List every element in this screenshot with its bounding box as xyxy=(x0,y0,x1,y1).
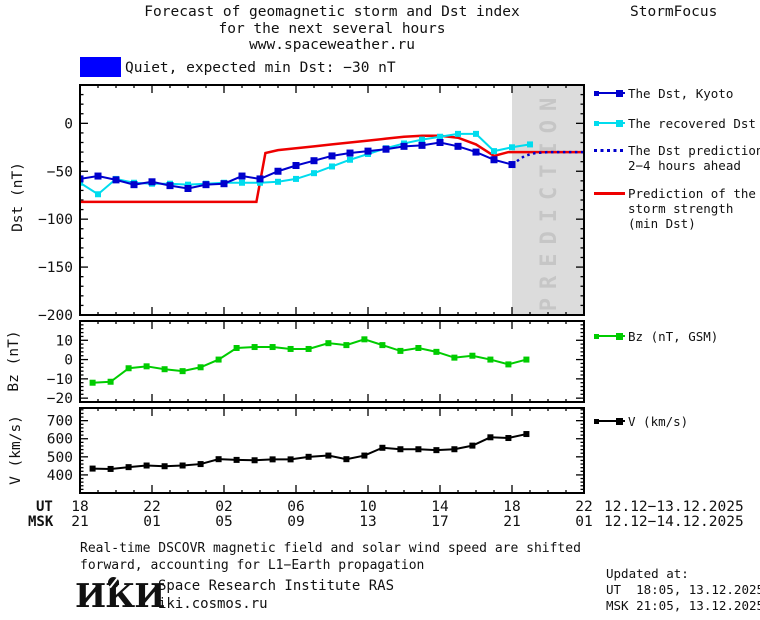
title-line-2: for the next several hours xyxy=(218,20,446,37)
shift-note: Real-time DSCOVR magnetic field and sola… xyxy=(80,541,581,573)
updated-at-label: Updated at: xyxy=(606,566,689,581)
ut-tick-label: 22 xyxy=(575,499,592,515)
institute-site: iki.cosmos.ru xyxy=(158,596,268,612)
updated-msk: MSK 21:05, 13.12.2025 xyxy=(606,598,760,613)
msk-axis-label: MSK xyxy=(28,514,54,530)
ut-tick-label: 02 xyxy=(215,499,232,515)
updated-at-block: Updated at: UT 18:05, 13.12.2025 MSK 21:05… xyxy=(606,566,760,614)
legend-label-bz: Bz (nT, GSM) xyxy=(628,329,719,344)
prediction-zone-band xyxy=(512,86,583,314)
bz_gsm-line xyxy=(92,338,527,384)
ut-tick-label: 06 xyxy=(287,499,304,515)
bz-panel-border xyxy=(79,320,585,403)
title-line-3-url: www.spaceweather.ru xyxy=(249,37,415,53)
iki-logo-dot-icon xyxy=(108,577,119,588)
legend-label-v: V (km/s) xyxy=(628,414,689,429)
dst-panel-border xyxy=(79,84,585,316)
dst-y-tick-label: −150 xyxy=(38,260,73,276)
ut-tick-label: 18 xyxy=(71,499,88,515)
msk-tick-label: 01 xyxy=(143,514,160,530)
storm-level-color-box xyxy=(80,57,121,77)
legend-item-bz: Bz (nT, GSM) xyxy=(594,329,718,344)
bz-line-sample-icon xyxy=(594,331,625,342)
bz-y-tick-label: 10 xyxy=(56,333,73,349)
dst_kyoto-markers xyxy=(81,139,516,192)
legend-label-recovered-dst: The recovered Dst xyxy=(628,116,756,131)
v-panel-border xyxy=(79,407,585,494)
institute-name: Space Research Institute RAS xyxy=(158,578,395,594)
dst-y-tick-label: −50 xyxy=(47,164,73,180)
v-y-tick-label: 400 xyxy=(47,468,73,484)
msk-tick-label: 21 xyxy=(503,514,520,530)
dst-y-tick-label: 0 xyxy=(64,116,73,132)
ut-tick-label: 14 xyxy=(431,499,449,515)
dst-prediction-line-sample-icon xyxy=(594,145,625,156)
recovered-dst-line-sample-icon xyxy=(594,118,625,129)
v-y-axis-label: V (km/s) xyxy=(8,415,24,485)
prediction-zone-label: PREDICTION xyxy=(537,89,562,311)
bz-y-tick-label: 0 xyxy=(64,353,73,369)
ut-tick-label: 22 xyxy=(143,499,160,515)
legend-item-v: V (km/s) xyxy=(594,414,688,429)
storm-strength-line-sample-icon xyxy=(594,188,625,199)
v-y-tick-label: 700 xyxy=(47,414,73,430)
v-panel: 700 600 500 400 xyxy=(47,407,585,494)
msk-date-range: 12.12−14.12.2025 xyxy=(604,514,744,530)
msk-tick-label: 13 xyxy=(359,514,376,530)
v-line-sample-icon xyxy=(594,416,625,427)
storm_prediction-line xyxy=(81,134,583,204)
msk-tick-label: 01 xyxy=(575,514,592,530)
legend-item-dst-prediction: The Dst prediction 2−4 hours ahead xyxy=(594,143,760,173)
dst-y-tick-label: −100 xyxy=(38,212,73,228)
dst-kyoto-line-sample-icon xyxy=(594,88,625,99)
msk-tick-label: 05 xyxy=(215,514,232,530)
bz-panel: 10 0 −10 −20 xyxy=(47,320,585,407)
msk-tick-label: 21 xyxy=(71,514,88,530)
legend-item-storm-strength: Prediction of the storm strength (min Ds… xyxy=(594,186,756,231)
v-y-tick-label: 600 xyxy=(47,432,73,448)
solar_wind_speed-markers xyxy=(89,431,530,472)
msk-tick-label: 17 xyxy=(431,514,448,530)
ut-tick-label: 10 xyxy=(359,499,376,515)
updated-ut: UT 18:05, 13.12.2025 xyxy=(606,582,760,597)
ut-axis-label: UT xyxy=(36,499,53,515)
v-y-tick-label: 500 xyxy=(47,450,73,466)
ut-date-range: 12.12−13.12.2025 xyxy=(604,499,744,515)
legend-item-recovered-dst: The recovered Dst xyxy=(594,116,756,131)
title-line-1: Forecast of geomagnetic storm and Dst in… xyxy=(144,4,520,20)
institute-block: Space Research Institute RAS iki.cosmos.… xyxy=(158,577,394,613)
legend-label-dst-kyoto: The Dst, Kyoto xyxy=(628,86,734,101)
legend-item-dst-kyoto: The Dst, Kyoto xyxy=(594,86,733,101)
bz-y-tick-label: −10 xyxy=(47,372,73,388)
legend-label-storm-strength: Prediction of the storm strength (min Ds… xyxy=(628,186,756,231)
chart-title: Forecast of geomagnetic storm and Dst in… xyxy=(80,4,584,54)
dst_prediction-line xyxy=(511,150,583,166)
brand-stormfocus: StormFocus xyxy=(630,4,718,20)
storm-level-text: Quiet, expected min Dst: −30 nT xyxy=(125,60,396,76)
v-ticks xyxy=(79,408,585,494)
dst-panel: PREDICTION 0 −50 −100 −150 −200 xyxy=(38,84,585,324)
legend-label-dst-prediction: The Dst prediction 2−4 hours ahead xyxy=(628,143,760,173)
dst-y-axis-label: Dst (nT) xyxy=(10,162,26,232)
dst-ticks xyxy=(79,84,585,316)
bz_gsm-markers xyxy=(89,336,530,386)
dst-y-tick-label: −200 xyxy=(38,308,73,324)
msk-tick-label: 09 xyxy=(287,514,304,530)
ut-tick-label: 18 xyxy=(503,499,520,515)
solar_wind_speed-line xyxy=(92,433,527,470)
iki-logo: ИКИ xyxy=(75,576,165,615)
bz-y-tick-label: −20 xyxy=(47,391,73,407)
